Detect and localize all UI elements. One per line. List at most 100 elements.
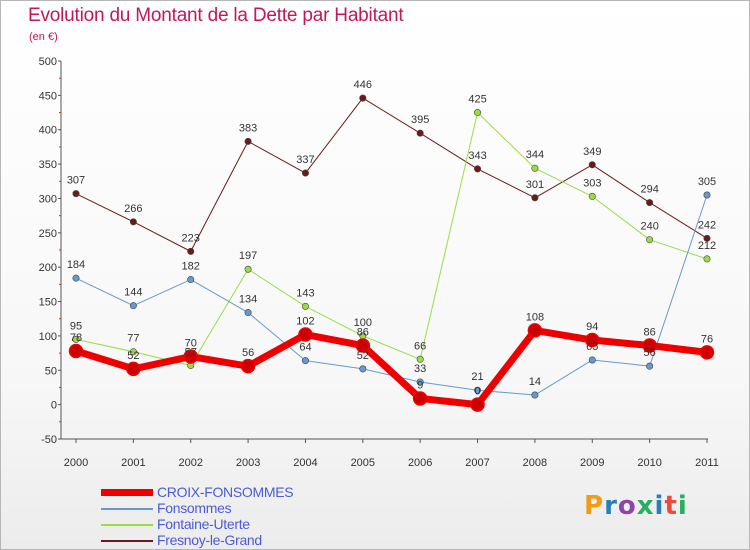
data-point xyxy=(412,391,428,406)
data-point xyxy=(416,355,424,363)
data-point xyxy=(416,378,424,386)
data-label: 395 xyxy=(411,114,429,126)
data-label: 337 xyxy=(296,154,314,166)
data-point xyxy=(183,349,198,364)
axes: -50 0 50 100 150 200 250 300 350 400 450 500 2000 200… xyxy=(39,56,719,469)
data-point xyxy=(585,332,600,348)
data-point xyxy=(703,234,711,242)
logo-letter: P xyxy=(584,491,605,521)
data-label: 134 xyxy=(239,294,257,306)
data-point xyxy=(588,161,596,169)
y-tick-label: 200 xyxy=(39,262,57,274)
data-label: 57 xyxy=(185,346,197,358)
data-label: 14 xyxy=(529,376,541,388)
legend-swatch xyxy=(101,489,153,496)
data-label: 86 xyxy=(644,327,656,339)
proxiti-logo: Proxiti xyxy=(584,491,688,521)
data-point xyxy=(703,255,711,263)
series-line xyxy=(75,194,708,396)
y-tick-label: 500 xyxy=(39,56,57,68)
logo-letter: r xyxy=(604,491,618,521)
data-point xyxy=(474,165,482,173)
data-label: 307 xyxy=(67,175,85,187)
data-label: 305 xyxy=(698,176,716,188)
data-label: 294 xyxy=(640,184,658,196)
data-label: 66 xyxy=(414,340,426,352)
legend-label: Fonsommes xyxy=(157,500,232,516)
series-line xyxy=(75,112,708,366)
data-label: 65 xyxy=(586,341,598,353)
data-point xyxy=(72,190,80,198)
data-point xyxy=(187,276,195,284)
data-point xyxy=(531,164,539,172)
data-point xyxy=(474,386,482,394)
data-point xyxy=(298,327,313,342)
data-label: 56 xyxy=(644,347,656,359)
data-label: 212 xyxy=(698,240,716,252)
data-label: 240 xyxy=(640,221,658,233)
data-point xyxy=(129,348,137,356)
data-label: 52 xyxy=(357,350,369,362)
data-point xyxy=(527,323,543,338)
data-label: 349 xyxy=(583,146,601,158)
x-tick-label: 2009 xyxy=(580,457,604,469)
data-point xyxy=(72,335,80,343)
data-point xyxy=(646,362,654,370)
data-point xyxy=(129,218,137,226)
x-tick-label: 2008 xyxy=(523,457,547,469)
data-point xyxy=(355,338,371,353)
x-tick-label: 2002 xyxy=(178,457,202,469)
data-point xyxy=(72,274,80,282)
y-tick-label: 150 xyxy=(39,297,57,309)
y-tick-label: 400 xyxy=(39,125,57,137)
data-point xyxy=(359,365,367,373)
logo-letter: t xyxy=(664,491,678,521)
data-labels: 3072662233833374463953433013492942429577… xyxy=(67,79,716,398)
data-label: 9 xyxy=(417,379,423,391)
series-line xyxy=(72,326,711,409)
data-label: 78 xyxy=(70,332,82,344)
y-tick-label: 350 xyxy=(39,159,57,171)
data-label: 301 xyxy=(526,179,544,191)
data-point xyxy=(301,357,309,365)
y-tick-label: 50 xyxy=(45,365,57,377)
data-label: 144 xyxy=(124,287,142,299)
x-tick-label: 2007 xyxy=(465,457,489,469)
logo-letter: i xyxy=(677,491,688,521)
x-tick-label: 2001 xyxy=(121,457,145,469)
data-label: 197 xyxy=(239,250,257,262)
legend-label: Fresnoy-le-Grand xyxy=(157,532,262,548)
legend-swatch xyxy=(101,540,153,542)
data-point xyxy=(187,247,195,255)
data-point xyxy=(646,199,654,207)
x-tick-label: 2010 xyxy=(637,457,661,469)
series-layer xyxy=(68,94,715,412)
data-label: 21 xyxy=(471,371,483,383)
data-point xyxy=(646,236,654,244)
data-point xyxy=(588,356,596,364)
data-point xyxy=(474,109,482,117)
data-label: 95 xyxy=(70,320,82,332)
data-label: 182 xyxy=(182,261,200,273)
data-label: 344 xyxy=(526,149,544,161)
x-tick-label: 2006 xyxy=(408,457,432,469)
data-label: 86 xyxy=(357,327,369,339)
x-tick-label: 2011 xyxy=(695,457,719,469)
data-label: 33 xyxy=(414,363,426,375)
data-point xyxy=(301,169,309,177)
data-point xyxy=(240,358,256,374)
data-label: 108 xyxy=(526,311,544,323)
data-label: 77 xyxy=(127,333,139,345)
data-label: 446 xyxy=(354,79,372,91)
legend-swatch xyxy=(101,524,153,526)
data-label: 94 xyxy=(586,321,598,333)
data-point xyxy=(301,302,309,310)
data-label: 184 xyxy=(67,259,85,271)
data-label: 242 xyxy=(698,219,716,231)
data-label: 425 xyxy=(468,94,486,106)
data-label: 102 xyxy=(296,316,314,328)
y-tick-label: 0 xyxy=(51,400,57,412)
legend-label: CROIX-FONSOMMES xyxy=(157,484,294,500)
data-point xyxy=(703,191,711,199)
data-point xyxy=(359,94,367,102)
